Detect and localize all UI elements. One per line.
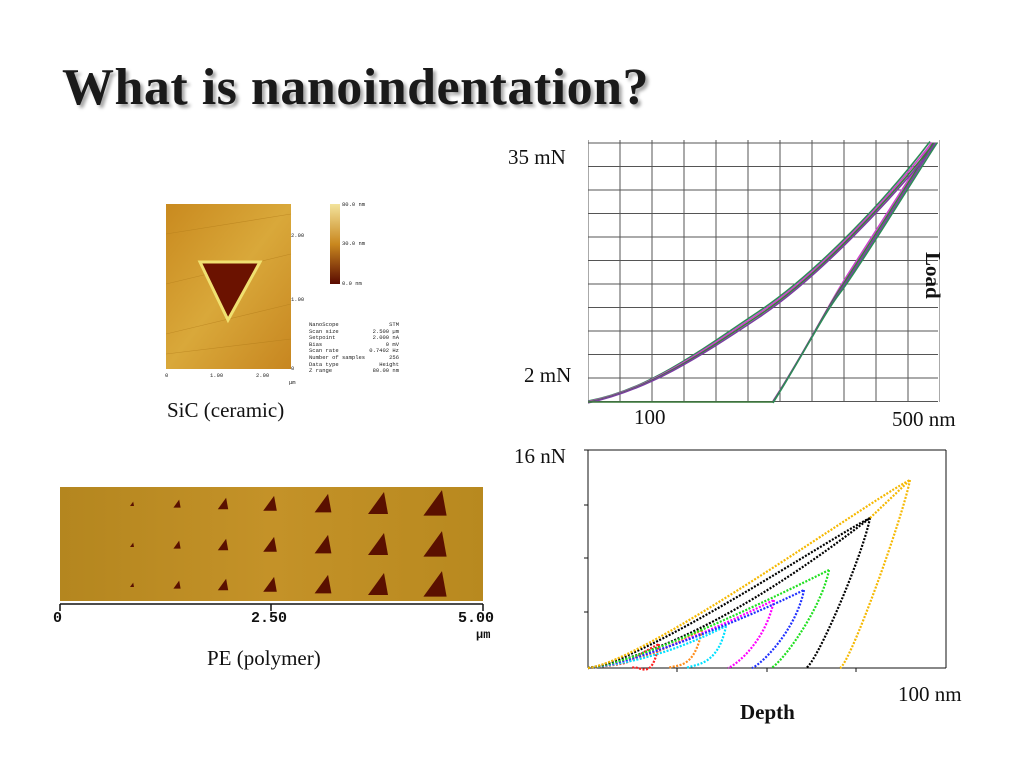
- unloading-curve: [630, 643, 661, 671]
- pe-indent: [314, 493, 332, 513]
- unloading-curve: [685, 625, 728, 670]
- pe-indent: [314, 574, 332, 594]
- param-value: STM: [389, 321, 399, 328]
- pe-indent: [130, 582, 134, 587]
- param-key: Scan rate: [309, 347, 339, 355]
- pe-indent: [263, 495, 277, 511]
- sic-xtick: 1.00: [210, 372, 224, 379]
- sic-ytick: 0: [291, 365, 295, 372]
- loading-curve: [587, 479, 911, 670]
- param-key: Bias: [309, 340, 323, 348]
- unloading-curve: [751, 589, 806, 670]
- pe-xunit: µm: [476, 628, 491, 642]
- param-key: Z range: [309, 367, 333, 375]
- reload-curve: [869, 479, 911, 519]
- loading-curve: [587, 569, 830, 670]
- pe-indent: [368, 533, 388, 555]
- chart1-xtick: 500 nm: [892, 407, 956, 431]
- param-value: 80.00 nm: [372, 367, 399, 375]
- chart1-ytick: 35 mN: [508, 145, 566, 169]
- sic-xtick: 2.00: [256, 372, 270, 379]
- pe-indent: [130, 542, 134, 547]
- param-key: NanoScope: [309, 321, 339, 328]
- pe-indent: [130, 501, 134, 506]
- pe-indent: [173, 540, 181, 549]
- param-row: Bias 0 mV: [309, 340, 399, 349]
- unloading-curve: [667, 629, 704, 670]
- slide-title: What is nanoindentation?: [62, 59, 650, 116]
- pe-indent: [368, 492, 388, 514]
- pe-indent: [423, 531, 447, 557]
- sic-ytick: 2.00: [291, 232, 305, 239]
- chart1-ytick: 2 mN: [524, 363, 572, 387]
- sic-param-table: NanoScope STM Scan size 2.500 µm Setpoint 2.0…: [309, 321, 399, 375]
- pe-indent: [217, 578, 229, 591]
- param-row: Number of samples 256: [309, 353, 399, 362]
- pe-indent: [314, 534, 332, 554]
- pe-xtick: 2.50: [251, 610, 288, 627]
- param-key: Scan size: [309, 327, 339, 335]
- loading-curve: [588, 143, 937, 404]
- param-row: Scan size 2.500 µm: [309, 327, 399, 336]
- chart2-xlabel: Depth: [740, 700, 795, 724]
- unloading-curve: [772, 142, 938, 404]
- sic-afm-image: [166, 204, 291, 369]
- colorbar-bottom-label: 0.0 nm: [342, 280, 362, 287]
- pe-indent: [173, 580, 181, 589]
- pe-indent: [263, 536, 277, 552]
- param-key: Data type: [309, 360, 339, 368]
- pe-indent: [217, 538, 229, 551]
- sic-xunit: µm: [289, 379, 296, 386]
- unloading-curve: [839, 479, 912, 670]
- sic-colorbar: [330, 204, 340, 284]
- indent-triangle: [197, 260, 263, 324]
- pe-indent: [368, 573, 388, 595]
- chart1-ylabel: Load: [921, 252, 945, 299]
- param-value: 2.000 nA: [372, 334, 399, 342]
- param-value: 256: [389, 353, 399, 361]
- param-row: Z range 80.00 nm: [309, 368, 399, 375]
- chart1-xtick: 100: [634, 405, 666, 429]
- pe-indent: [423, 490, 447, 516]
- loading-curve: [587, 589, 805, 670]
- unloading-curve: [770, 569, 831, 670]
- param-key: Setpoint: [309, 334, 336, 342]
- pe-afm-image: [60, 487, 483, 601]
- sic-ytick: 1.00: [291, 296, 305, 303]
- chart2-ytick: 16 nN: [514, 444, 566, 468]
- load-depth-chart: [588, 140, 940, 406]
- sic-caption: SiC (ceramic): [167, 398, 285, 422]
- param-row: NanoScope STM: [309, 321, 399, 329]
- unloading-curve: [727, 599, 776, 670]
- pe-indent: [423, 571, 447, 597]
- param-row: Setpoint 2.000 nA: [309, 335, 399, 342]
- pe-indent: [263, 576, 277, 592]
- param-key: Number of samples: [309, 353, 366, 361]
- param-value: 2.500 µm: [372, 327, 399, 335]
- param-row: Data type Height: [309, 360, 399, 369]
- pe-indent: [173, 499, 181, 508]
- pe-indent: [217, 497, 229, 510]
- colorbar-top-label: 80.0 nm: [342, 201, 366, 208]
- param-value: Height: [379, 360, 399, 368]
- pe-axis: [59, 603, 484, 611]
- cyclic-indent-chart: [584, 448, 950, 672]
- param-value: 0.7402 Hz: [369, 347, 399, 355]
- pe-xtick: 0: [53, 610, 63, 627]
- pe-caption: PE (polymer): [207, 646, 321, 670]
- param-value: 0 mV: [385, 340, 399, 348]
- loading-curve: [587, 629, 703, 670]
- chart2-xtick: 100 nm: [898, 682, 962, 706]
- pe-xtick: 5.00: [458, 610, 495, 627]
- param-row: Scan rate 0.7402 Hz: [309, 348, 399, 355]
- sic-xtick: 0: [165, 372, 169, 379]
- colorbar-mid-label: 30.0 nm: [342, 240, 366, 247]
